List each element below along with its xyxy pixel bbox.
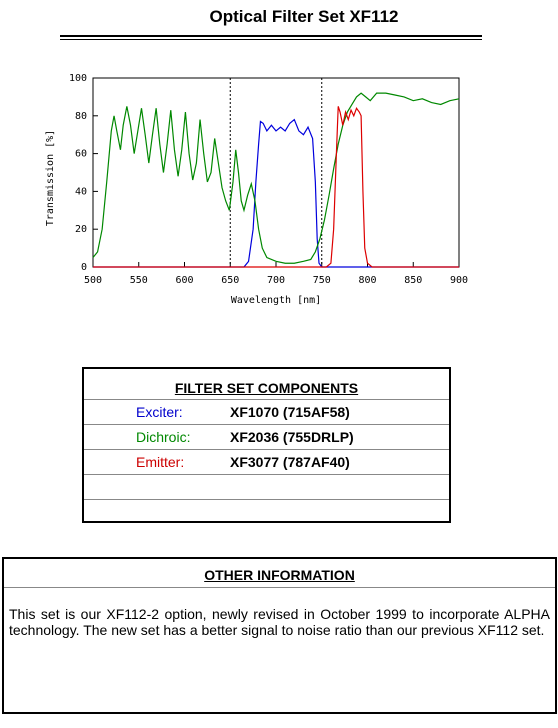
table-row: Dichroic: XF2036 (755DRLP) bbox=[84, 425, 449, 450]
table-row bbox=[84, 500, 449, 524]
filter-part: XF3077 (787AF40) bbox=[230, 454, 350, 470]
x-axis-label: Wavelength [nm] bbox=[231, 295, 321, 306]
info-text: This set is our XF112-2 option, newly re… bbox=[9, 606, 550, 638]
x-tick-label: 500 bbox=[84, 275, 102, 286]
x-tick-label: 700 bbox=[267, 275, 285, 286]
y-tick-label: 40 bbox=[75, 186, 87, 197]
page-title: Optical Filter Set XF112 bbox=[209, 7, 399, 26]
x-tick-label: 750 bbox=[313, 275, 331, 286]
filter-role: Emitter: bbox=[136, 454, 185, 470]
table-row bbox=[84, 475, 449, 500]
x-tick-label: 850 bbox=[404, 275, 422, 286]
series-line bbox=[92, 92, 460, 264]
filter-role: Exciter: bbox=[136, 404, 183, 420]
info-title: OTHER INFORMATION bbox=[4, 559, 555, 588]
y-axis-label: Transmission [%] bbox=[45, 130, 56, 226]
plot-frame bbox=[92, 77, 460, 268]
x-tick-label: 650 bbox=[221, 275, 239, 286]
y-tick-label: 80 bbox=[75, 111, 87, 122]
table-row: Emitter: XF3077 (787AF40) bbox=[84, 450, 449, 475]
series-line bbox=[93, 106, 459, 268]
table-row: Exciter: XF1070 (715AF58) bbox=[84, 400, 449, 425]
rule bbox=[60, 35, 482, 37]
x-tick-label: 900 bbox=[450, 275, 468, 286]
y-tick-label: 0 bbox=[81, 262, 87, 273]
filter-role: Dichroic: bbox=[136, 429, 191, 445]
filter-part: XF1070 (715AF58) bbox=[230, 404, 350, 420]
x-tick-label: 800 bbox=[358, 275, 376, 286]
series-line bbox=[93, 118, 459, 268]
table-title: FILTER SET COMPONENTS bbox=[84, 369, 449, 400]
chart: Transmission [%] Wavelength [nm] 0 20 40 60… bbox=[45, 73, 468, 306]
y-tick-label: 60 bbox=[75, 149, 87, 160]
x-tick-label: 600 bbox=[175, 275, 193, 286]
filter-part: XF2036 (755DRLP) bbox=[230, 429, 354, 445]
rule bbox=[60, 39, 482, 40]
x-tick-label: 550 bbox=[130, 275, 148, 286]
y-tick-label: 100 bbox=[69, 73, 87, 84]
components-table: FILTER SET COMPONENTS Exciter: XF1070 (71… bbox=[82, 367, 451, 523]
y-tick-label: 20 bbox=[75, 224, 87, 235]
info-box: OTHER INFORMATION This set is our XF112-… bbox=[2, 557, 557, 714]
